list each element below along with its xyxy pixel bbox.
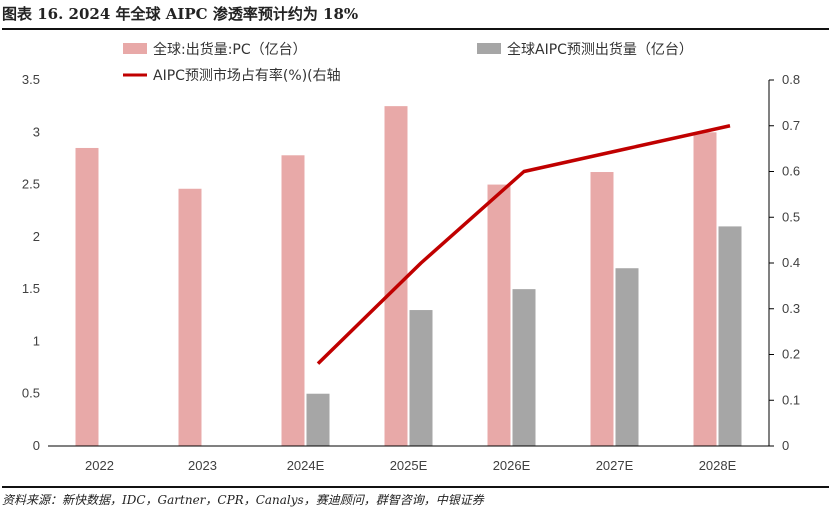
chart-title: 图表 16. 2024 年全球 AIPC 渗透率预计约为 18% — [2, 2, 829, 30]
bar-aipc-2026E — [512, 289, 536, 446]
y-left-tick-label: 3.5 — [22, 72, 40, 87]
bar-pc-2023 — [178, 188, 202, 447]
legend-swatch-pc — [123, 43, 147, 54]
y-left-tick-label: 0.5 — [22, 386, 40, 401]
bar-pc-2024E — [281, 155, 305, 446]
x-tick-label: 2022 — [85, 458, 114, 473]
x-tick-label: 2026E — [493, 458, 531, 473]
y-left-tick-label: 1.5 — [22, 281, 40, 296]
legend-label-pc: 全球:出货量:PC（亿台） — [153, 41, 307, 58]
y-left-tick-label: 0 — [33, 438, 40, 453]
bar-aipc-2028E — [718, 226, 742, 446]
y-right-tick-label: 0.7 — [782, 118, 800, 133]
legend: 全球:出货量:PC（亿台） 全球AIPC预测出货量（亿台） AIPC预测市场占有… — [123, 41, 693, 84]
y-left-tick-label: 1 — [33, 333, 40, 348]
y-right-tick-label: 0.8 — [782, 72, 800, 87]
source-note: 资料来源：新快数据，IDC，Gartner，CPR，Canalys，赛迪顾问，群… — [2, 486, 829, 508]
y-right-tick-label: 0.3 — [782, 301, 800, 316]
x-tick-label: 2027E — [596, 458, 634, 473]
bar-aipc-2025E — [409, 310, 433, 446]
x-tick-label: 2025E — [390, 458, 428, 473]
y-right-tick-label: 0.5 — [782, 209, 800, 224]
y-right-tick-label: 0.4 — [782, 255, 800, 270]
bar-pc-2026E — [487, 184, 511, 447]
y-right-tick-label: 0.1 — [782, 392, 800, 407]
legend-label-share: AIPC预测市场占有率(%)(右轴 — [153, 67, 341, 84]
legend-label-aipc: 全球AIPC预测出货量（亿台） — [507, 41, 693, 58]
bar-aipc-2027E — [615, 268, 639, 446]
y-left-tick-label: 2 — [33, 229, 40, 244]
y-right-tick-label: 0.2 — [782, 347, 800, 362]
x-tick-label: 2028E — [699, 458, 737, 473]
x-tick-label: 2024E — [287, 458, 325, 473]
y-left-tick-label: 3 — [33, 124, 40, 139]
bar-pc-2022 — [75, 147, 99, 446]
y-right-tick-label: 0 — [782, 438, 789, 453]
bar-pc-2028E — [693, 132, 717, 447]
y-left-tick-label: 2.5 — [22, 177, 40, 192]
plot-area: 2022 2023 2024E 2025E 2026E 2027E 2028E 0 0.5 1 1.… — [22, 72, 800, 473]
legend-swatch-aipc — [477, 43, 501, 54]
bar-pc-2027E — [590, 172, 614, 446]
x-tick-label: 2023 — [188, 458, 217, 473]
bar-pc-2025E — [384, 106, 408, 447]
y-right-tick-label: 0.6 — [782, 164, 800, 179]
bar-aipc-2024E — [306, 393, 330, 446]
